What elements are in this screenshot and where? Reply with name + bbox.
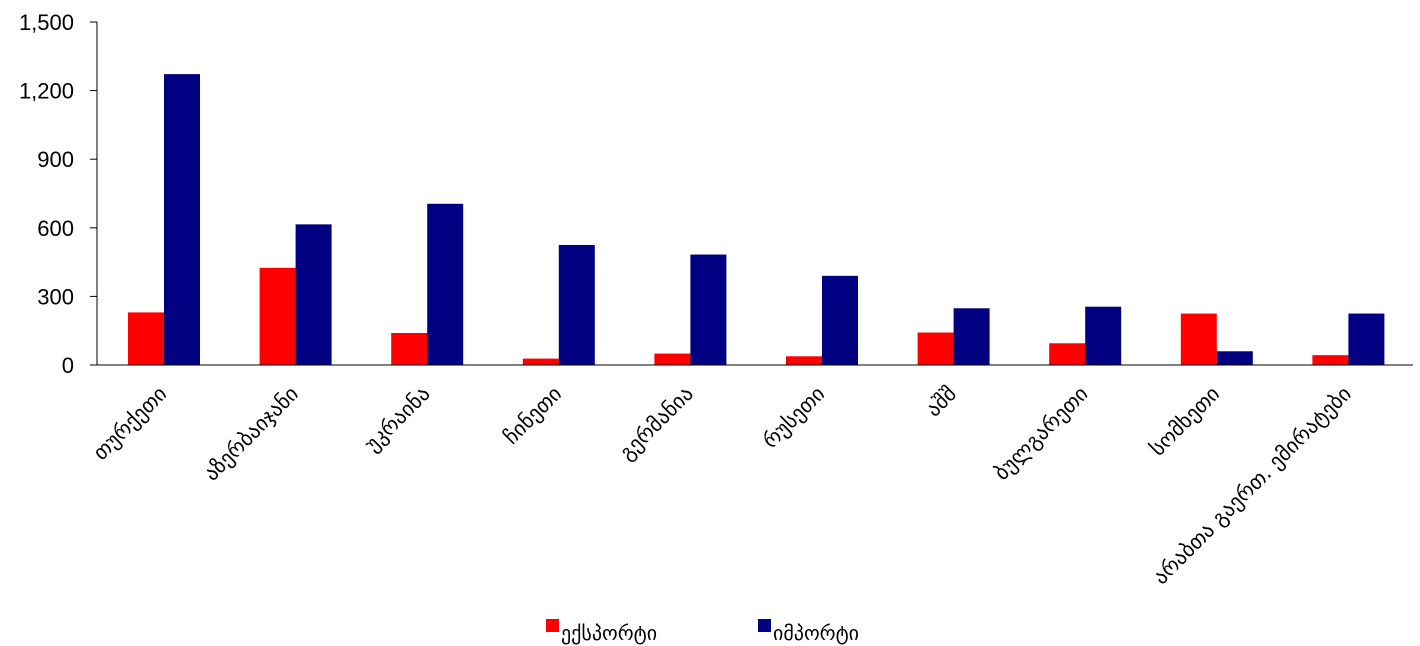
bar-import (558, 244, 595, 365)
bar-import (1216, 351, 1253, 365)
legend-label-import: იმპორტი (773, 621, 859, 645)
y-tick-label: 300 (37, 284, 74, 309)
bar-import (690, 254, 727, 365)
legend-swatch-import (758, 619, 771, 632)
bar-export (259, 267, 296, 365)
x-category-label: აშშ (921, 382, 961, 422)
x-category-label: რუსეთი (758, 382, 829, 453)
y-axis: 0 300 600 900 1,200 1,500 (19, 10, 98, 378)
bar-export (786, 356, 822, 365)
bar-import (295, 224, 332, 365)
y-tick-label: 600 (37, 216, 74, 241)
bar-export (1049, 343, 1086, 365)
x-category-label: სომხეთი (1145, 382, 1224, 461)
bar-export (917, 332, 954, 365)
x-axis: თურქეთი აზერბაიჯანი უკრაინა ჩინეთი გერმანია რ… (88, 364, 1413, 589)
bar-export (391, 332, 428, 365)
bars (128, 74, 1385, 366)
legend-label-export: ექსპორტი (561, 621, 657, 645)
x-category-label: ბულგარეთი (989, 382, 1092, 485)
y-tick-label: 1,500 (19, 10, 74, 35)
bar-export (654, 353, 691, 365)
x-category-label: ჩინეთი (499, 382, 566, 449)
legend: ექსპორტი იმპორტი (546, 619, 859, 645)
bar-import (953, 308, 990, 365)
bar-import (1085, 306, 1122, 365)
bar-import (164, 74, 200, 366)
x-category-label: აზერბაიჯანი (199, 382, 303, 486)
x-category-label: უკრაინა (360, 382, 435, 457)
legend-swatch-export (546, 619, 559, 632)
bar-export (128, 312, 164, 365)
x-category-label: თურქეთი (88, 382, 171, 465)
y-tick-label: 0 (62, 353, 74, 378)
bar-export (1180, 313, 1217, 365)
y-tick-label: 900 (37, 147, 74, 172)
bar-import (1348, 313, 1385, 365)
y-tick-label: 1,200 (19, 79, 74, 104)
bar-import (822, 275, 858, 365)
x-category-label: გერმანია (615, 382, 698, 465)
bar-export (522, 358, 559, 365)
bar-export (1312, 355, 1349, 365)
bar-import (427, 203, 464, 365)
